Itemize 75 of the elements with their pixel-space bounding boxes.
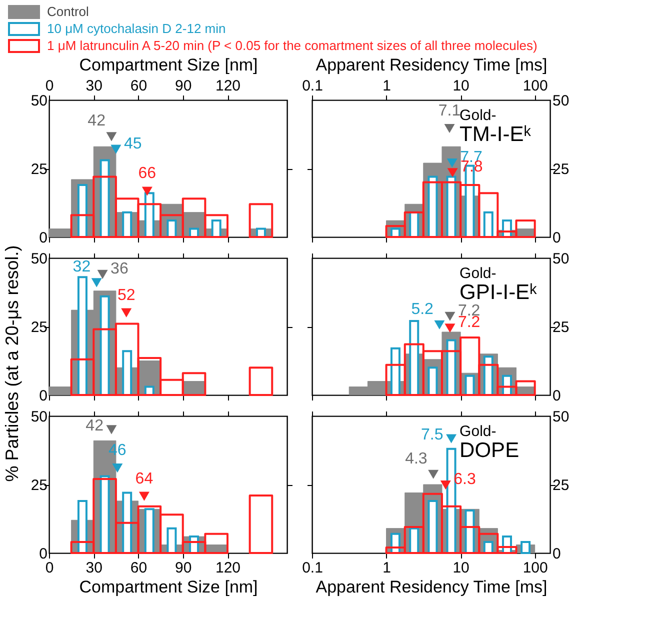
point <box>434 320 445 330</box>
y-tick-label: 50 <box>552 92 570 110</box>
annotation: 66 <box>138 165 156 182</box>
x-tick-label: 0.1 <box>302 78 323 94</box>
annotation: 7.8 <box>460 158 483 176</box>
y-tick-label: 0 <box>39 388 48 404</box>
x-tick-label: 30 <box>86 78 102 94</box>
x-tick-label: 0.1 <box>302 560 323 576</box>
annotation: 45 <box>124 135 142 152</box>
x-tick-label: 90 <box>175 560 192 576</box>
point <box>142 186 152 196</box>
y-tick-label: 0 <box>39 546 48 562</box>
point <box>97 270 108 279</box>
y-tick-label: 50 <box>552 250 570 268</box>
y-axis-title: % Particles (at a 20-μs resol.) <box>2 245 22 482</box>
point <box>444 312 456 321</box>
annotation: 7.5 <box>421 426 444 444</box>
annotation: Gold- <box>460 107 496 124</box>
y-tick-label: 0 <box>552 388 561 404</box>
annotation: TM-I-Eᵏ <box>460 123 532 146</box>
point <box>106 132 117 142</box>
y-tick-label: 25 <box>30 319 48 336</box>
legend-label: 1 μM latrunculin A 5-20 min (P < 0.05 for the comartment sizes of all three molecules) <box>47 38 538 53</box>
x-tick-label: 1 <box>382 78 391 94</box>
x-tick-label: 10 <box>452 560 470 576</box>
x-tick-label: 120 <box>215 78 241 94</box>
x-axis-title: Compartment Size [nm] <box>79 578 258 596</box>
legend-label: 10 μM cytochalasin D 2-12 min <box>47 21 226 36</box>
point <box>138 492 150 501</box>
y-tick-label: 0 <box>552 546 561 562</box>
y-tick-label: 25 <box>30 477 48 494</box>
x-tick-label: 1 <box>382 560 391 576</box>
annotation: 46 <box>108 442 126 460</box>
x-tick-label: 60 <box>130 78 148 94</box>
y-tick-label: 25 <box>552 477 570 494</box>
legend-label: Control <box>47 4 90 19</box>
point <box>106 425 117 434</box>
x-tick-label: 100 <box>522 78 548 94</box>
annotation: GPI-I-Eᵏ <box>460 281 538 304</box>
x-axis-title: Apparent Residency Time [ms] <box>316 578 548 596</box>
y-tick-label: 50 <box>30 250 48 268</box>
point <box>110 144 122 154</box>
x-axis-title: Compartment Size [nm] <box>79 56 258 74</box>
annotation: 42 <box>88 112 106 130</box>
y-tick-label: 0 <box>552 230 561 246</box>
annotation: 64 <box>135 470 154 488</box>
annotation: 52 <box>117 286 136 304</box>
x-tick-label: 100 <box>522 560 548 576</box>
x-tick-label: 90 <box>175 78 192 94</box>
annotation: 4.3 <box>405 450 428 468</box>
y-tick-label: 50 <box>30 408 48 426</box>
annotation: 7.1 <box>438 102 461 120</box>
bar <box>483 211 494 238</box>
y-tick-label: 25 <box>552 319 570 336</box>
y-tick-label: 25 <box>552 161 570 178</box>
x-tick-label: 10 <box>452 78 470 94</box>
y-tick-label: 25 <box>30 161 48 178</box>
annotation: DOPE <box>460 439 520 462</box>
annotation: 42 <box>86 418 104 435</box>
x-tick-label: 30 <box>86 560 102 576</box>
annotation: 5.2 <box>411 300 434 318</box>
x-axis-title: Apparent Residency Time [ms] <box>316 56 548 74</box>
y-tick-label: 0 <box>39 230 48 246</box>
x-tick-label: 60 <box>130 560 148 576</box>
y-tick-label: 50 <box>30 92 48 110</box>
y-tick-label: 50 <box>552 408 570 426</box>
annotation: 36 <box>110 260 128 278</box>
point <box>91 278 102 288</box>
point <box>444 324 456 333</box>
point <box>121 308 132 318</box>
annotation: 32 <box>72 258 91 276</box>
x-tick-label: 120 <box>215 560 241 576</box>
annotation: Gold- <box>460 423 496 440</box>
annotation: Gold- <box>460 265 496 282</box>
point <box>112 464 123 473</box>
